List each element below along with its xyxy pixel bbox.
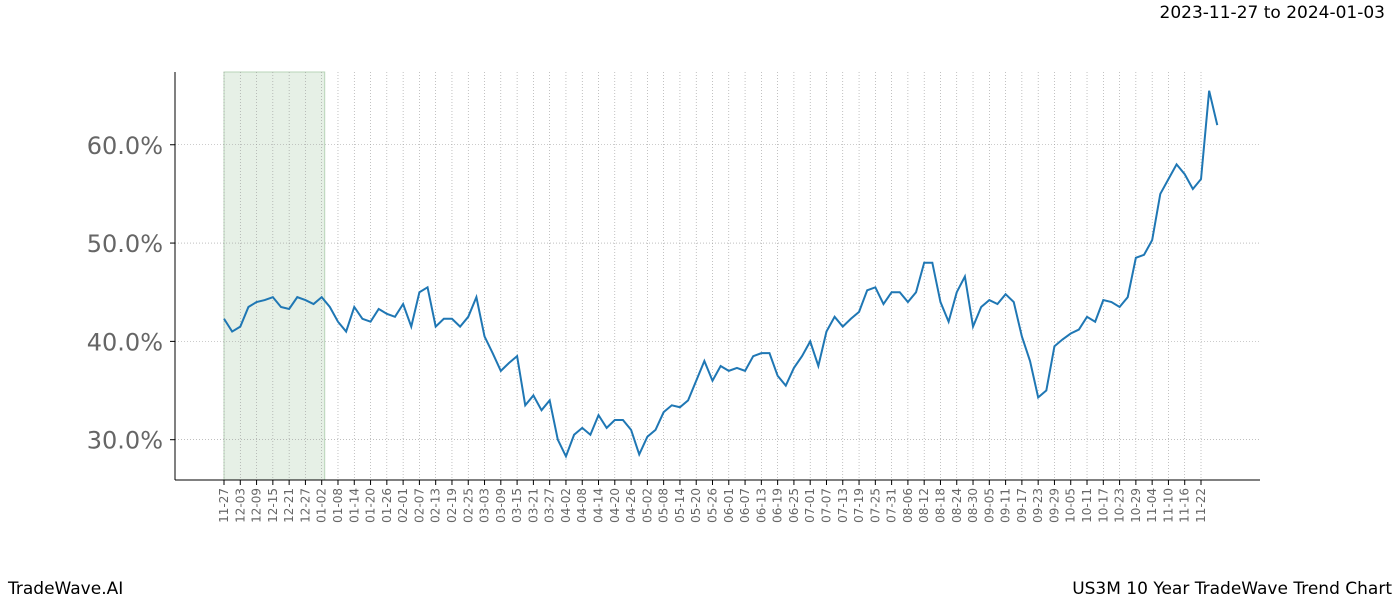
x-tick-label: 12-15 — [266, 488, 280, 523]
x-tick-label: 11-16 — [1178, 488, 1192, 523]
y-tick-label: 50.0% — [87, 230, 163, 258]
x-tick-label: 07-31 — [885, 488, 899, 523]
x-tick-label: 03-09 — [494, 488, 508, 523]
x-tick-label: 12-03 — [233, 488, 247, 523]
x-tick-label: 12-21 — [282, 488, 296, 523]
x-tick-label: 01-14 — [347, 488, 361, 523]
x-tick-label: 11-22 — [1194, 488, 1208, 523]
x-tick-label: 07-13 — [836, 488, 850, 523]
x-tick-label: 04-26 — [624, 488, 638, 523]
x-tick-label: 09-17 — [1015, 488, 1029, 523]
x-tick-label: 07-25 — [868, 488, 882, 523]
x-tick-label: 06-07 — [738, 488, 752, 523]
x-tick-label: 12-27 — [298, 488, 312, 523]
x-tick-label: 06-01 — [722, 488, 736, 523]
x-tick-label: 09-11 — [999, 488, 1013, 523]
x-tick-label: 06-13 — [754, 488, 768, 523]
chart-subtitle: 2023-11-27 to 2024-01-03 — [1160, 3, 1385, 23]
x-tick-label: 02-01 — [396, 488, 410, 523]
x-tick-label: 07-07 — [819, 488, 833, 523]
x-tick-label: 02-25 — [461, 488, 475, 523]
x-tick-label: 11-10 — [1161, 488, 1175, 523]
x-tick-label: 02-07 — [412, 488, 426, 523]
y-tick-label: 60.0% — [87, 132, 163, 160]
x-tick-label: 08-24 — [950, 488, 964, 523]
x-tick-label: 10-23 — [1113, 488, 1127, 523]
x-tick-label: 05-26 — [706, 488, 720, 523]
x-tick-label: 04-02 — [559, 488, 573, 523]
x-tick-label: 02-13 — [429, 488, 443, 523]
x-tick-label: 05-20 — [689, 488, 703, 523]
x-tick-label: 03-15 — [510, 488, 524, 523]
x-tick-label: 05-08 — [657, 488, 671, 523]
y-tick-label: 30.0% — [87, 427, 163, 455]
x-tick-label: 07-19 — [852, 488, 866, 523]
x-tick-label: 05-02 — [640, 488, 654, 523]
x-tick-label: 07-01 — [803, 488, 817, 523]
x-tick-label: 11-27 — [217, 488, 231, 523]
x-tick-label: 10-05 — [1064, 488, 1078, 523]
x-tick-label: 06-19 — [771, 488, 785, 523]
x-tick-label: 04-20 — [608, 488, 622, 523]
x-tick-label: 06-25 — [787, 488, 801, 523]
x-tick-label: 02-19 — [445, 488, 459, 523]
x-tick-label: 09-23 — [1031, 488, 1045, 523]
x-tick-label: 10-17 — [1096, 488, 1110, 523]
x-tick-label: 03-21 — [526, 488, 540, 523]
x-tick-label: 10-11 — [1080, 488, 1094, 523]
x-tick-label: 08-06 — [901, 488, 915, 523]
x-tick-label: 08-12 — [917, 488, 931, 523]
x-tick-label: 04-08 — [575, 488, 589, 523]
y-tick-label: 40.0% — [87, 328, 163, 356]
x-tick-label: 03-03 — [478, 488, 492, 523]
x-tick-label: 08-30 — [966, 488, 980, 523]
x-tick-label: 01-08 — [331, 488, 345, 523]
plot-area: 30.0% 40.0% 50.0% 60.0% 11-27 12-03 12-09 12-15… — [87, 71, 1260, 523]
x-tick-label: 11-04 — [1145, 488, 1159, 523]
x-tick-label: 04-14 — [592, 488, 606, 523]
watermark: TradeWave.AI — [7, 579, 123, 599]
x-tick-label: 03-27 — [543, 488, 557, 523]
x-tick-label: 08-18 — [933, 488, 947, 523]
series-line — [223, 90, 1219, 459]
x-tick-label: 09-05 — [982, 488, 996, 523]
x-tick-label: 09-29 — [1047, 488, 1061, 523]
x-tick-label: 01-20 — [364, 488, 378, 523]
highlight-band — [223, 71, 326, 481]
x-tick-label: 01-02 — [315, 488, 329, 523]
x-tick-label: 05-14 — [673, 488, 687, 523]
x-tick-label: 10-29 — [1129, 488, 1143, 523]
chart-title: US3M 10 Year TradeWave Trend Chart — [1072, 579, 1392, 599]
x-tick-label: 01-26 — [380, 488, 394, 523]
x-tick-label: 12-09 — [250, 488, 264, 523]
